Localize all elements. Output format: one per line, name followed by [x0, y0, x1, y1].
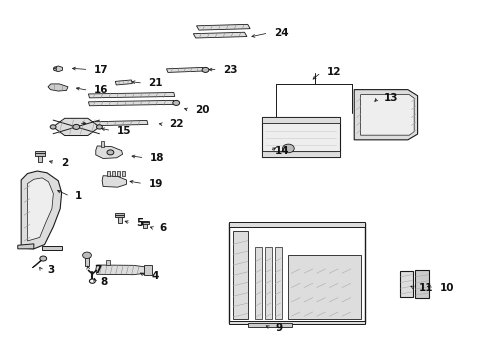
Text: 19: 19 — [148, 179, 163, 189]
Bar — [261, 151, 339, 157]
Text: 7: 7 — [94, 265, 101, 275]
Bar — [118, 214, 122, 223]
Text: 23: 23 — [223, 64, 237, 75]
Text: 5: 5 — [136, 218, 143, 228]
Polygon shape — [166, 67, 204, 72]
Bar — [228, 320, 365, 324]
Bar — [288, 255, 360, 319]
Bar — [261, 117, 339, 157]
Text: 14: 14 — [275, 146, 289, 156]
Polygon shape — [115, 80, 132, 85]
Bar — [35, 150, 45, 153]
Bar — [248, 323, 292, 327]
Text: 8: 8 — [101, 277, 108, 287]
Circle shape — [107, 150, 114, 155]
Text: 3: 3 — [47, 265, 54, 275]
Bar — [143, 221, 147, 228]
Circle shape — [50, 125, 56, 129]
Bar — [143, 265, 152, 275]
Circle shape — [96, 125, 102, 129]
Text: 20: 20 — [194, 105, 209, 115]
Text: 22: 22 — [169, 120, 183, 129]
Polygon shape — [88, 93, 174, 98]
Polygon shape — [87, 121, 148, 126]
Text: 6: 6 — [159, 224, 166, 233]
Bar — [414, 270, 428, 298]
Text: 24: 24 — [273, 28, 288, 38]
Polygon shape — [353, 90, 417, 140]
Polygon shape — [27, 178, 53, 241]
Text: 17: 17 — [94, 64, 108, 75]
Circle shape — [282, 144, 294, 153]
Text: 11: 11 — [418, 283, 433, 293]
Polygon shape — [53, 118, 99, 135]
Polygon shape — [360, 95, 413, 135]
Bar — [228, 223, 365, 323]
Text: 2: 2 — [61, 158, 68, 168]
Polygon shape — [53, 68, 57, 71]
Bar — [228, 222, 365, 227]
Bar — [38, 152, 42, 162]
Polygon shape — [88, 100, 174, 106]
Polygon shape — [18, 244, 34, 249]
Text: 16: 16 — [94, 85, 108, 95]
Text: 13: 13 — [383, 93, 398, 103]
Polygon shape — [122, 171, 125, 176]
Bar — [141, 221, 149, 222]
Circle shape — [82, 252, 91, 258]
Polygon shape — [21, 171, 61, 249]
Polygon shape — [54, 66, 62, 72]
Polygon shape — [96, 146, 122, 158]
Bar — [255, 247, 262, 319]
Text: 9: 9 — [275, 323, 282, 333]
Text: 10: 10 — [439, 283, 453, 293]
Polygon shape — [42, 246, 61, 250]
Polygon shape — [193, 32, 246, 38]
Bar — [264, 247, 271, 319]
Bar — [399, 271, 412, 297]
Polygon shape — [96, 265, 145, 275]
Polygon shape — [112, 171, 115, 176]
Circle shape — [172, 100, 179, 105]
Polygon shape — [105, 260, 110, 265]
Text: 21: 21 — [148, 78, 163, 88]
Bar — [141, 222, 149, 224]
Text: 12: 12 — [326, 67, 340, 77]
Text: 1: 1 — [75, 191, 82, 201]
Bar — [261, 117, 339, 123]
Text: 15: 15 — [117, 126, 131, 135]
Circle shape — [89, 279, 95, 283]
Bar — [274, 247, 281, 319]
Polygon shape — [117, 171, 120, 176]
Polygon shape — [32, 258, 45, 268]
Polygon shape — [196, 24, 250, 30]
Bar — [85, 256, 89, 266]
Bar — [35, 153, 45, 156]
Polygon shape — [101, 141, 104, 147]
Polygon shape — [102, 176, 126, 187]
Bar — [232, 231, 248, 319]
Polygon shape — [107, 171, 110, 176]
Bar — [115, 215, 124, 217]
Polygon shape — [53, 67, 57, 69]
Circle shape — [73, 125, 80, 130]
Circle shape — [202, 67, 208, 72]
Text: 18: 18 — [150, 153, 164, 163]
Text: 4: 4 — [152, 271, 159, 281]
Polygon shape — [48, 84, 68, 91]
Bar — [115, 213, 124, 215]
Circle shape — [40, 256, 46, 261]
